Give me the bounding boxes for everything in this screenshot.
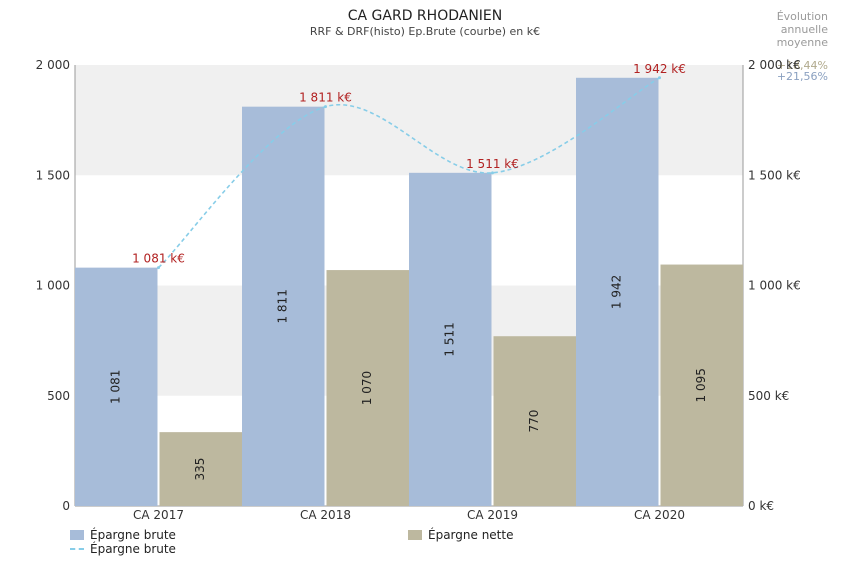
bar-value-label: 1 095 [694,368,708,402]
legend-label: Épargne brute [90,542,176,556]
legend-swatch-dashed-line [70,548,84,550]
bar-value-label: 1 070 [360,371,374,405]
line-point [157,266,160,270]
bar-epargne-nette [326,270,409,506]
y-tick-label-left: 2 000 [36,58,70,72]
line-value-label: 1 942 k€ [633,62,686,76]
bar-value-label: 1 942 [610,275,624,309]
bar-epargne-nette [159,432,242,506]
legend-label: Épargne nette [428,528,514,542]
bar-epargne-nette [493,336,576,506]
legend-swatch-khaki [408,530,422,540]
legend-item-epargne-brute-bar: Épargne brute [70,528,176,542]
y-tick-label-right: 2 000 k€ [748,58,801,72]
bar-value-label: 770 [527,410,541,433]
y-tick-label-left: 500 [47,389,70,403]
evolution-heading-line-3: moyenne [776,36,828,49]
y-tick-label-left: 1 500 [36,168,70,182]
chart-title: CA GARD RHODANIEN [347,8,503,24]
bar-epargne-brute [409,172,492,506]
x-tick-label: CA 2020 [634,508,685,522]
x-tick-label: CA 2019 [467,508,518,522]
y-tick-label-right: 1 000 k€ [748,279,801,293]
bar-value-label: 1 511 [443,322,457,356]
y-tick-label-right: 500 k€ [748,389,789,403]
evolution-heading-line-2: annuelle [780,23,828,36]
legend-item-epargne-brute-line: Épargne brute [70,542,176,556]
chart-subtitle: RRF & DRF(histo) Ep.Brute (courbe) en k€ [309,25,541,38]
legend-label: Épargne brute [90,528,176,542]
legend-swatch-blue [70,530,84,540]
bar-epargne-brute [576,77,659,506]
y-tick-label-right: 0 k€ [748,499,774,513]
line-point [491,171,494,175]
evolution-annotation: Évolution annuelle moyenne [738,10,828,49]
evolution-value-net: +18,44% [776,59,828,72]
bar-epargne-brute [75,267,158,506]
bar-value-label: 1 081 [109,370,123,404]
y-tick-label-right: 1 500 k€ [748,168,801,182]
bar-value-label: 335 [193,458,207,481]
y-tick-label-left: 0 [62,499,70,513]
evolution-heading-line-1: Évolution [776,10,828,23]
bar-epargne-nette [660,264,743,506]
x-tick-label: CA 2018 [300,508,351,522]
line-value-label: 1 081 k€ [132,252,185,266]
evolution-value-gross: +21,56% [776,70,828,83]
line-point [658,76,661,80]
line-value-label: 1 811 k€ [299,91,352,105]
line-point [324,105,327,109]
y-tick-label-left: 1 000 [36,279,70,293]
x-tick-label: CA 2017 [133,508,184,522]
legend-item-epargne-nette: Épargne nette [408,528,513,542]
bar-value-label: 1 811 [276,289,290,323]
bar-epargne-brute [242,106,325,506]
line-value-label: 1 511 k€ [466,157,519,171]
line-epargne-brute [157,77,660,269]
